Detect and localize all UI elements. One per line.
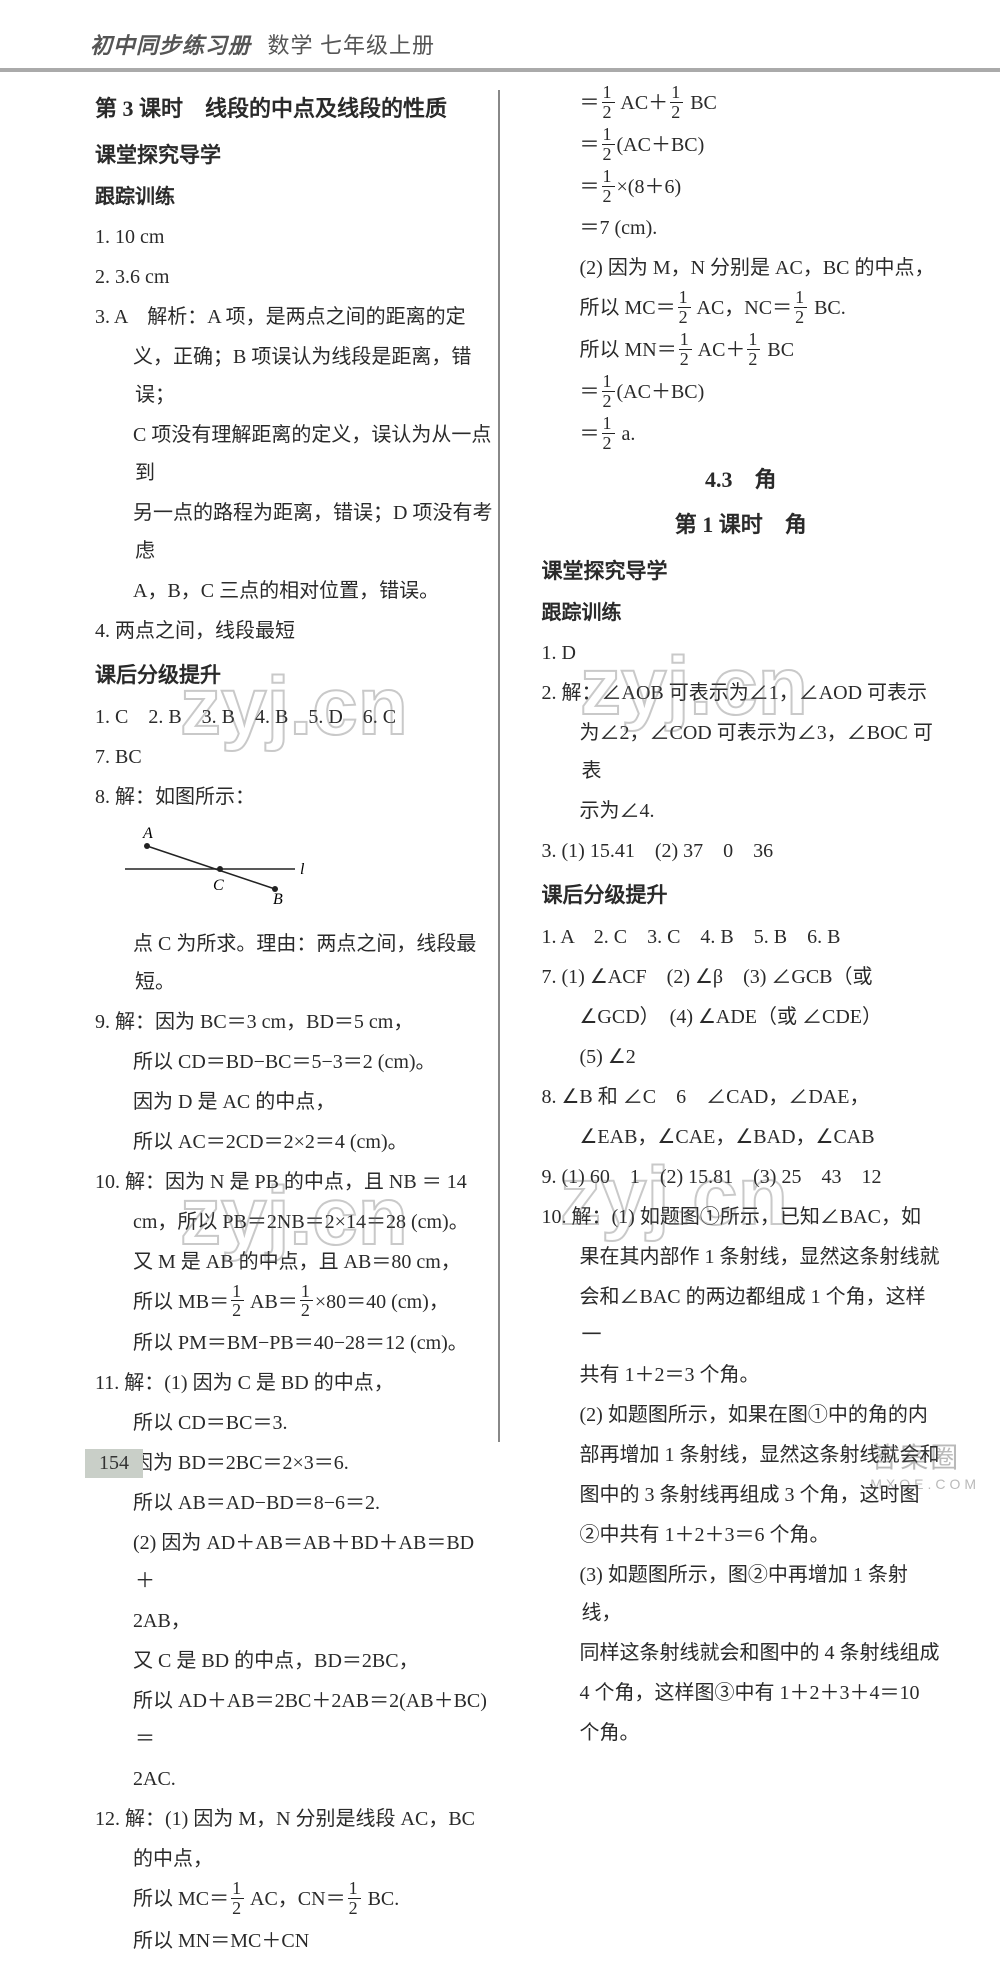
eq: ＝12(AC＋BC) [542, 126, 941, 166]
q: 7. (1) ∠ACF (2) ∠β (3) ∠GCB（或 [542, 958, 941, 996]
q: 7. BC [95, 738, 494, 776]
q: 因为 BD＝2BC＝2×3＝6. [95, 1444, 494, 1482]
lesson-title: 第 1 课时 角 [542, 504, 941, 546]
q: 个角。 [542, 1714, 941, 1752]
q: 所以 MC＝12 AC，CN＝12 BC. [95, 1880, 494, 1920]
content: 第 3 课时 线段的中点及线段的性质 课堂探究导学 跟踪训练 1. 10 cm … [0, 72, 1000, 1962]
corner-watermark: 答案圈 MXQE.COM [870, 1436, 980, 1492]
q: ②中共有 1＋2＋3＝6 个角。 [542, 1516, 941, 1554]
q: 4 个角，这样图③中有 1＋2＋3＋4＝10 [542, 1674, 941, 1712]
section-head: 课堂探究导学 [542, 552, 941, 592]
q: 所以 MB＝12 AB＝12×80＝40 (cm)， [95, 1283, 494, 1323]
q: 所以 AD＋AB＝2BC＋2AB＝2(AB＋BC)＝ [95, 1682, 494, 1758]
q: 10. 解：因为 N 是 PB 的中点，且 NB ＝ 14 [95, 1163, 494, 1201]
q: 9. (1) 60 1 (2) 15.81 (3) 25 43 12 [542, 1158, 941, 1196]
q: 8. ∠B 和 ∠C 6 ∠CAD，∠DAE， [542, 1078, 941, 1116]
q: 1. 10 cm [95, 218, 494, 256]
q: 4. 两点之间，线段最短 [95, 612, 494, 650]
q: (2) 如题图所示，如果在图①中的角的内 [542, 1396, 941, 1434]
q: 义，正确；B 项误认为线段是距离，错误； [95, 338, 494, 414]
q: 为∠2，∠COD 可表示为∠3，∠BOC 可表 [542, 714, 941, 790]
page-number: 154 [85, 1449, 143, 1478]
q: 果在其内部作 1 条射线，显然这条射线就 [542, 1238, 941, 1276]
q: 10. 解：(1) 如题图①所示，已知∠BAC，如 [542, 1198, 941, 1236]
q: cm，所以 PB＝2NB＝2×14＝28 (cm)。 [95, 1203, 494, 1241]
q: 会和∠BAC 的两边都组成 1 个角，这样一 [542, 1278, 941, 1354]
q: C 项没有理解距离的定义，误认为从一点到 [95, 416, 494, 492]
q: 所以 AC＝2CD＝2×2＝4 (cm)。 [95, 1123, 494, 1161]
q: 所以 CD＝BD−BC＝5−3＝2 (cm)。 [95, 1043, 494, 1081]
column-divider [498, 90, 500, 1442]
q: 所以 AB＝AD−BD＝8−6＝2. [95, 1484, 494, 1522]
q: 所以 MN＝MC＋CN [95, 1922, 494, 1960]
svg-text:B: B [273, 891, 283, 904]
eq: ＝12 AC＋12 BC [542, 84, 941, 124]
q: 12. 解：(1) 因为 M，N 分别是线段 AC，BC [95, 1800, 494, 1838]
svg-text:C: C [213, 877, 224, 894]
q: A，B，C 三点的相对位置，错误。 [95, 572, 494, 610]
q: 2AC. [95, 1760, 494, 1798]
q: 8. 解：如图所示： [95, 778, 494, 816]
q: 示为∠4. [542, 792, 941, 830]
q: 2AB， [95, 1602, 494, 1640]
q: 2. 解：∠AOB 可表示为∠1，∠AOD 可表示 [542, 674, 941, 712]
q: 共有 1＋2＝3 个角。 [542, 1356, 941, 1394]
q: (2) 因为 AD＋AB＝AB＋BD＋AB＝BD＋ [95, 1524, 494, 1600]
q: 11. 解：(1) 因为 C 是 BD 的中点， [95, 1364, 494, 1402]
q: (2) 因为 M，N 分别是 AC，BC 的中点， [542, 249, 941, 287]
q: 因为 D 是 AC 的中点， [95, 1083, 494, 1121]
q: 另一点的路程为距离，错误；D 项没有考虑 [95, 494, 494, 570]
q: 的中点， [95, 1840, 494, 1878]
eq: ＝7 (cm). [542, 209, 941, 247]
header-title: 初中同步练习册 [90, 33, 251, 58]
corner-top: 答案圈 [870, 1442, 960, 1473]
line-diagram: A l C B [125, 824, 494, 917]
q: 3. (1) 15.41 (2) 37 0 36 [542, 832, 941, 870]
sub-head: 跟踪训练 [95, 178, 494, 216]
section-head: 课堂探究导学 [95, 136, 494, 176]
eq: 所以 MC＝12 AC，NC＝12 BC. [542, 289, 941, 329]
q: 1. D [542, 634, 941, 672]
section-title: 4.3 角 [542, 459, 941, 501]
q: 2. 3.6 cm [95, 258, 494, 296]
section-head: 课后分级提升 [542, 876, 941, 916]
q: ∠GCD） (4) ∠ADE（或 ∠CDE） [542, 998, 941, 1036]
eq: ＝12 a. [542, 415, 941, 455]
q: (5) ∠2 [542, 1038, 941, 1076]
answers: 1. C 2. B 3. B 4. B 5. D 6. C [95, 698, 494, 736]
section-head: 课后分级提升 [95, 656, 494, 696]
q: 所以 PM＝BM−PB＝40−28＝12 (cm)。 [95, 1324, 494, 1362]
header-sub: 数学 七年级上册 [268, 33, 436, 58]
q: 9. 解：因为 BC＝3 cm，BD＝5 cm， [95, 1003, 494, 1041]
left-column: 第 3 课时 线段的中点及线段的性质 课堂探究导学 跟踪训练 1. 10 cm … [85, 84, 518, 1962]
right-column: ＝12 AC＋12 BC ＝12(AC＋BC) ＝12×(8＋6) ＝7 (cm… [518, 84, 951, 1962]
lesson-title: 第 3 课时 线段的中点及线段的性质 [95, 88, 494, 130]
q: 所以 CD＝BC＝3. [95, 1404, 494, 1442]
q: 3. A 解析：A 项，是两点之间的距离的定 [95, 298, 494, 336]
eq: ＝12×(8＋6) [542, 168, 941, 208]
corner-bottom: MXQE.COM [870, 1476, 980, 1492]
eq: ＝12(AC＋BC) [542, 373, 941, 413]
q: 点 C 为所求。理由：两点之间，线段最短。 [95, 925, 494, 1001]
q: 同样这条射线就会和图中的 4 条射线组成 [542, 1634, 941, 1672]
svg-text:l: l [300, 861, 305, 878]
eq: 所以 MN＝12 AC＋12 BC [542, 331, 941, 371]
page-header: 初中同步练习册 数学 七年级上册 [0, 0, 1000, 72]
svg-text:A: A [142, 825, 153, 842]
q: ∠EAB，∠CAE，∠BAD，∠CAB [542, 1118, 941, 1156]
q: (3) 如题图所示，图②中再增加 1 条射线， [542, 1556, 941, 1632]
answers: 1. A 2. C 3. C 4. B 5. B 6. B [542, 918, 941, 956]
q: 又 C 是 BD 的中点，BD＝2BC， [95, 1642, 494, 1680]
q: 又 M 是 AB 的中点，且 AB＝80 cm， [95, 1243, 494, 1281]
sub-head: 跟踪训练 [542, 594, 941, 632]
